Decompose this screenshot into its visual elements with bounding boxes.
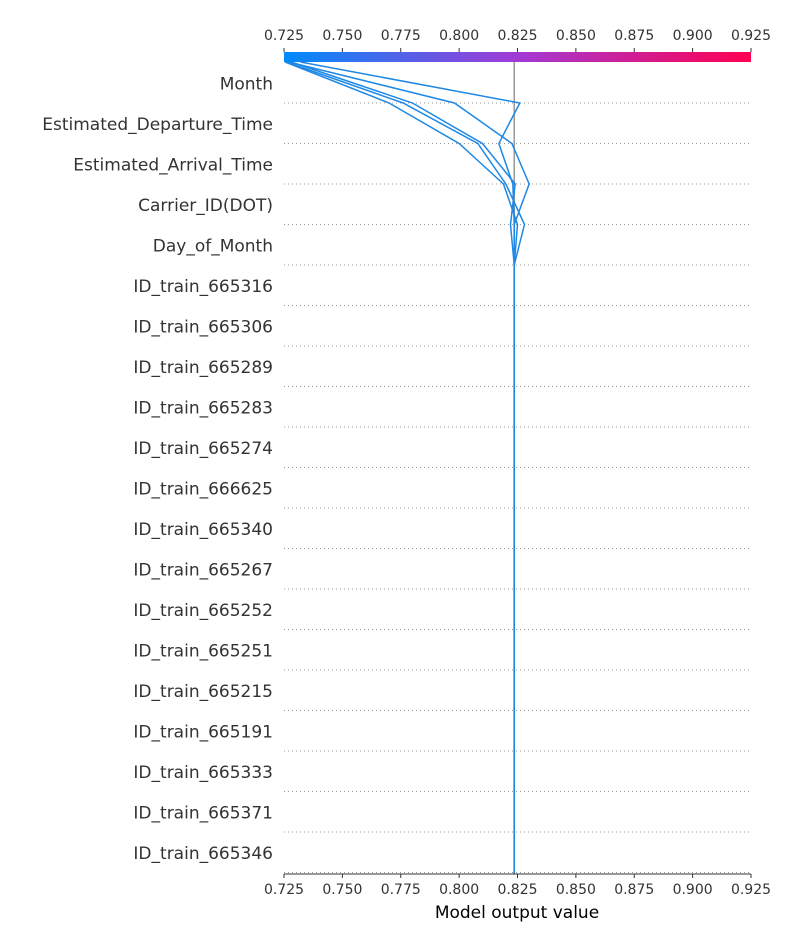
- colorbar-tick-label: 0.825: [497, 28, 537, 44]
- colorbar-tick-label: 0.900: [673, 28, 713, 44]
- colorbar-tick-label: 0.775: [381, 28, 421, 44]
- feature-label: ID_train_665340: [133, 520, 273, 540]
- feature-label: ID_train_665215: [133, 682, 273, 702]
- x-tick-label: 0.925: [731, 882, 771, 898]
- feature-label: Carrier_ID(DOT): [138, 196, 273, 216]
- colorbar-tick-label: 0.850: [556, 28, 596, 44]
- colorbar-tick-label: 0.875: [614, 28, 654, 44]
- feature-label: ID_train_665283: [133, 399, 273, 419]
- feature-label: ID_train_665289: [133, 358, 273, 378]
- feature-label: ID_train_665251: [133, 642, 273, 662]
- colorbar-tick-label: 0.800: [439, 28, 479, 44]
- feature-label: ID_train_665274: [133, 439, 273, 459]
- colorbar-tick-label: 0.925: [731, 28, 771, 44]
- feature-label: Month: [220, 75, 273, 95]
- decision-line-5: [290, 61, 516, 874]
- colorbar-tick-label: 0.725: [264, 28, 304, 44]
- x-tick-label: 0.900: [673, 882, 713, 898]
- feature-label: Estimated_Departure_Time: [42, 115, 273, 135]
- feature-label: ID_train_665333: [133, 763, 273, 783]
- x-tick-label: 0.850: [556, 882, 596, 898]
- feature-label: Day_of_Month: [153, 237, 273, 257]
- x-axis-title: Model output value: [435, 903, 599, 923]
- x-tick-label: 0.875: [614, 882, 654, 898]
- colorbar-tick-label: 0.750: [322, 28, 362, 44]
- feature-label: Estimated_Arrival_Time: [73, 156, 273, 176]
- feature-label: ID_train_665306: [133, 318, 273, 338]
- x-tick-label: 0.725: [264, 882, 304, 898]
- x-tick-label: 0.825: [497, 882, 537, 898]
- colorbar: [284, 52, 751, 62]
- x-tick-label: 0.750: [322, 882, 362, 898]
- feature-label: ID_train_665371: [133, 804, 273, 824]
- feature-label: ID_train_665346: [133, 844, 273, 864]
- x-tick-label: 0.800: [439, 882, 479, 898]
- decision-line-2: [300, 61, 521, 874]
- feature-label: ID_train_665191: [133, 723, 273, 743]
- feature-label: ID_train_665316: [133, 277, 273, 297]
- x-tick-label: 0.775: [381, 882, 421, 898]
- feature-label: ID_train_665252: [133, 601, 273, 621]
- feature-label: ID_train_666625: [133, 480, 273, 500]
- feature-label: ID_train_665267: [133, 561, 273, 581]
